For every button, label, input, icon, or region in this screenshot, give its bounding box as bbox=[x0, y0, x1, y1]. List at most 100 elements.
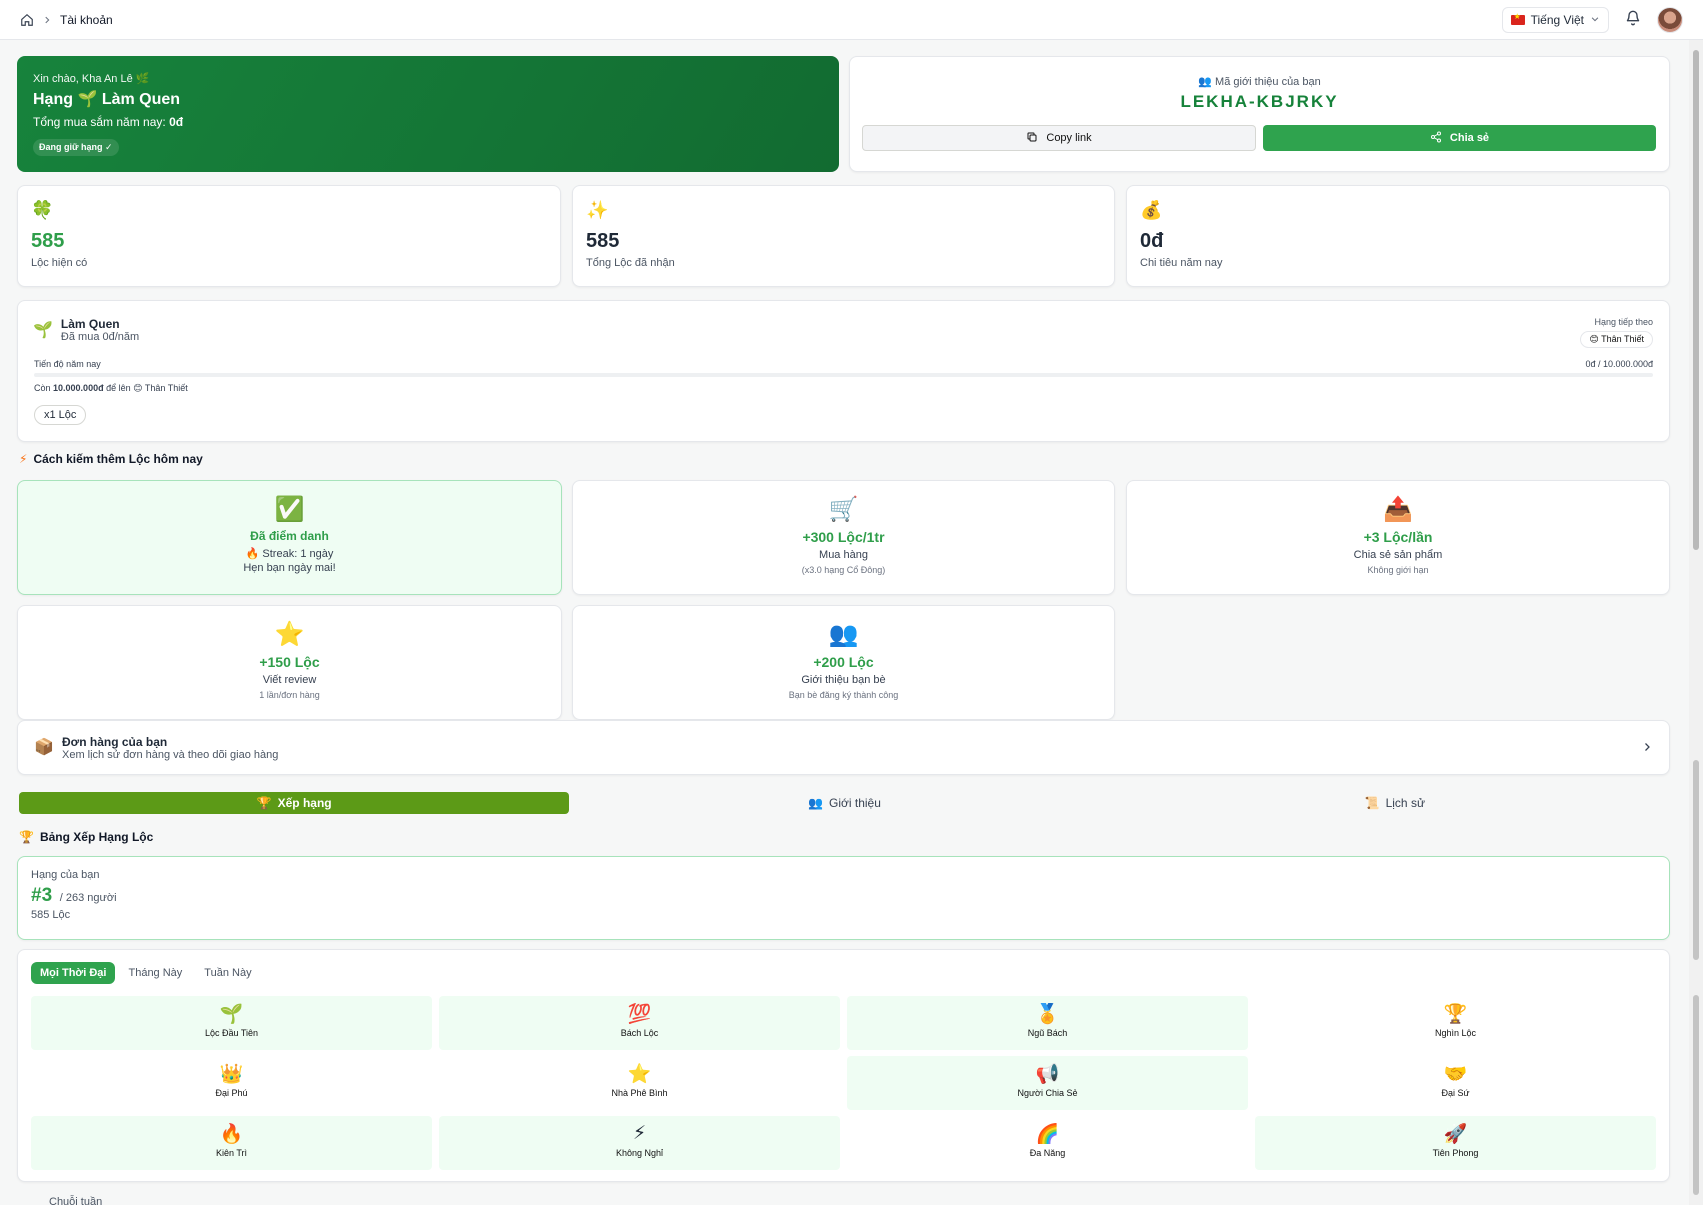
fire-icon: 🔥 bbox=[219, 1124, 244, 1145]
badge-name: Đa Năng bbox=[1029, 1148, 1066, 1158]
leaderboard-title: 🏆 Bảng Xếp Hạng Lộc bbox=[19, 830, 154, 844]
badge-item[interactable]: 🌈 Đa Năng bbox=[847, 1116, 1248, 1170]
sparkles-icon: ✨ bbox=[586, 200, 609, 220]
badge-item[interactable]: 🌱 Lộc Đầu Tiên bbox=[31, 996, 432, 1050]
badge-item[interactable]: ⭐ Nhà Phê Bình bbox=[439, 1056, 840, 1110]
chevron-right-icon bbox=[42, 15, 52, 25]
megaphone-icon: 📢 bbox=[1035, 1064, 1060, 1085]
badge-name: Ngũ Bách bbox=[1027, 1028, 1068, 1038]
avatar[interactable] bbox=[1657, 6, 1683, 33]
badge-item[interactable]: 📢 Người Chia Sẻ bbox=[847, 1056, 1248, 1110]
tab-referral[interactable]: 👥 Giới thiệu bbox=[808, 796, 881, 810]
filter-all-time[interactable]: Mọi Thời Đại bbox=[31, 962, 116, 984]
task-note: Hẹn bạn ngày mai! bbox=[243, 562, 336, 574]
scrollbar-thumb-secondary[interactable] bbox=[1693, 760, 1699, 960]
current-rank: Hạng 🌱 Làm Quen bbox=[33, 89, 823, 109]
task-shopping[interactable]: 🛒 +300 Lộc/1tr Mua hàng (x3.0 hạng Cổ Đô… bbox=[572, 480, 1115, 595]
task-refer-friends[interactable]: 👥 +200 Lộc Giới thiệu bạn bè Bạn bè đăng… bbox=[572, 605, 1115, 720]
task-desc: Viết review bbox=[262, 674, 317, 686]
hundred-icon: 💯 bbox=[627, 1004, 652, 1025]
badge-item[interactable]: 👑 Đại Phú bbox=[31, 1056, 432, 1110]
language-select[interactable]: Tiếng Việt bbox=[1501, 6, 1609, 33]
people-icon: 👥 bbox=[1198, 76, 1212, 88]
orders-subtitle: Xem lịch sử đơn hàng và theo dõi giao hà… bbox=[62, 749, 279, 761]
task-note: Không giới hạn bbox=[1367, 565, 1429, 575]
task-note: (x3.0 hạng Cổ Đông) bbox=[801, 565, 886, 575]
referral-label: 👥 Mã giới thiệu của bạn bbox=[1198, 76, 1321, 88]
copy-icon bbox=[1026, 131, 1038, 146]
task-desc: 🔥 Streak: 1 ngày bbox=[245, 548, 334, 560]
stat-label: Lộc hiện có bbox=[31, 257, 88, 269]
rank-total: / 263 người bbox=[59, 892, 117, 904]
badge-item[interactable]: 🚀 Tiên Phong bbox=[1255, 1116, 1656, 1170]
earn-section-title: ⚡ Cách kiếm thêm Lộc hôm nay bbox=[19, 452, 203, 466]
task-checkin[interactable]: ✅ Đã điểm danh 🔥 Streak: 1 ngày Hẹn bạn … bbox=[17, 480, 562, 595]
tab-history[interactable]: 📜 Lịch sử bbox=[1364, 796, 1425, 810]
bell-icon[interactable] bbox=[1625, 10, 1641, 29]
top-bar: Tài khoản Tiếng Việt bbox=[0, 0, 1703, 40]
badges-card: Mọi Thời Đại Tháng Này Tuần Này 🌱 Lộc Đầu… bbox=[17, 949, 1670, 1182]
badge-item[interactable]: 🏆 Nghìn Lộc bbox=[1255, 996, 1656, 1050]
outbox-icon: 📤 bbox=[1383, 496, 1413, 523]
task-share-product[interactable]: 📤 +3 Lộc/lần Chia sẻ sản phẩm Không giới… bbox=[1126, 480, 1670, 595]
sprout-icon: 🌱 bbox=[219, 1004, 244, 1025]
rank-name: Làm Quen bbox=[101, 91, 181, 108]
task-value: +300 Lộc/1tr bbox=[802, 529, 885, 545]
referral-code: LEKHA-KBJRKY bbox=[1180, 92, 1339, 111]
remaining-text: Còn 10.000.000đ để lên 😊 Thân Thiết bbox=[34, 383, 188, 393]
chevron-right-icon bbox=[1641, 741, 1653, 756]
task-review[interactable]: ⭐ +150 Lộc Viết review 1 lần/đơn hàng bbox=[17, 605, 562, 720]
task-value: +150 Lộc bbox=[259, 654, 320, 670]
tab-ranking[interactable]: 🏆 Xếp hạng bbox=[19, 792, 570, 814]
vietnam-flag-icon bbox=[1510, 12, 1525, 25]
badge-item[interactable]: 🔥 Kiên Trì bbox=[31, 1116, 432, 1170]
breadcrumb: Tài khoản bbox=[20, 13, 113, 27]
progress-bar bbox=[34, 373, 1653, 377]
task-note: 1 lần/đơn hàng bbox=[259, 690, 320, 700]
task-value: Đã điểm danh bbox=[250, 529, 329, 543]
main-tabs: 🏆 Xếp hạng 👥 Giới thiệu 📜 Lịch sử bbox=[19, 792, 1670, 814]
badge-name: Đại Phú bbox=[215, 1088, 248, 1098]
badge-item[interactable]: 🏅 Ngũ Bách bbox=[847, 996, 1248, 1050]
badge-item[interactable]: 💯 Bách Lộc bbox=[439, 996, 840, 1050]
star-icon: ⭐ bbox=[627, 1064, 652, 1085]
medal-icon: 🏅 bbox=[1035, 1004, 1060, 1025]
handshake-icon: 🤝 bbox=[1443, 1064, 1468, 1085]
rocket-icon: 🚀 bbox=[1443, 1124, 1468, 1145]
copy-link-button[interactable]: Copy link bbox=[862, 125, 1256, 151]
share-icon bbox=[1430, 131, 1442, 146]
task-desc: Chia sẻ sản phẩm bbox=[1353, 549, 1443, 561]
package-icon: 📦 bbox=[34, 739, 54, 756]
share-button[interactable]: Chia sẻ bbox=[1263, 125, 1656, 151]
people-icon: 👥 bbox=[828, 621, 859, 648]
crown-icon: 👑 bbox=[219, 1064, 244, 1085]
filter-this-week[interactable]: Tuần Này bbox=[204, 967, 252, 979]
task-value: +200 Lộc bbox=[813, 654, 874, 670]
scrollbar-thumb[interactable] bbox=[1693, 50, 1699, 550]
trophy-icon: 🏆 bbox=[256, 796, 272, 810]
orders-link[interactable]: 📦 Đơn hàng của bạn Xem lịch sử đơn hàng … bbox=[17, 720, 1670, 775]
cart-icon: 🛒 bbox=[828, 496, 859, 523]
badge-item[interactable]: 🤝 Đại Sứ bbox=[1255, 1056, 1656, 1110]
badge-name: Lộc Đầu Tiên bbox=[204, 1028, 259, 1038]
badge-name: Không Nghỉ bbox=[615, 1148, 664, 1158]
stat-label: Tổng Lộc đã nhận bbox=[586, 257, 675, 269]
your-points: 585 Lộc bbox=[31, 909, 71, 921]
star-icon: ⭐ bbox=[274, 621, 305, 648]
task-value: +3 Lộc/lần bbox=[1363, 529, 1433, 545]
scroll-icon: 📜 bbox=[1364, 796, 1380, 810]
filter-this-month[interactable]: Tháng Này bbox=[128, 967, 183, 979]
stat-card-spending: 💰 0đ Chi tiêu năm nay bbox=[1126, 185, 1670, 287]
chevron-down-icon bbox=[1590, 13, 1600, 27]
breadcrumb-current: Tài khoản bbox=[60, 12, 113, 27]
badge-name: Người Chia Sẻ bbox=[1017, 1088, 1078, 1098]
your-rank-card: Hạng của bạn #3 / 263 người 585 Lộc bbox=[17, 856, 1670, 940]
badge-item[interactable]: ⚡ Không Nghỉ bbox=[439, 1116, 840, 1170]
stat-card-total: ✨ 585 Tổng Lộc đã nhận bbox=[572, 185, 1115, 287]
home-icon[interactable] bbox=[20, 13, 34, 27]
total-value: 0đ bbox=[169, 115, 184, 129]
lightning-icon: ⚡ bbox=[19, 452, 28, 466]
scrollbar[interactable] bbox=[1689, 40, 1703, 1205]
scrollbar-thumb-tertiary[interactable] bbox=[1693, 995, 1699, 1195]
greeting: Xin chào, Kha An Lê 🌿 bbox=[33, 73, 150, 85]
